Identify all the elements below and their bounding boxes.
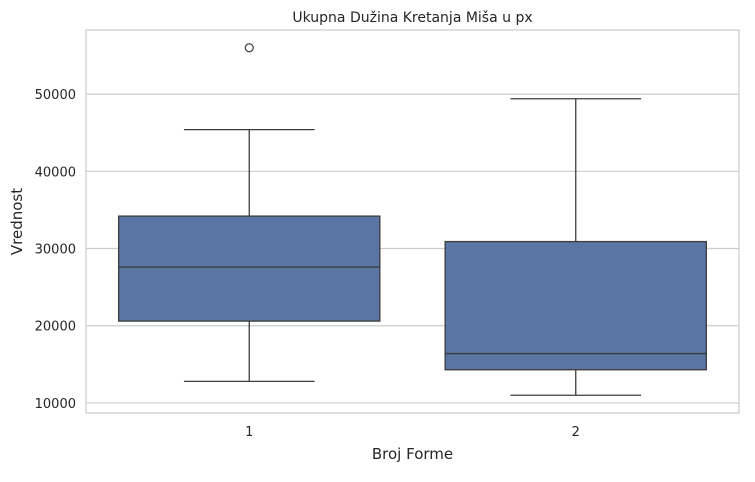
y-tick-label: 40000 (35, 165, 76, 180)
box-iqr (118, 215, 381, 322)
y-tick-label: 20000 (35, 320, 76, 335)
y-axis-label: Vrednost (8, 188, 26, 255)
box-iqr (444, 240, 708, 371)
x-tick-label: 2 (572, 425, 580, 440)
outlier-point (244, 43, 254, 53)
x-tick-label: 1 (245, 425, 253, 440)
y-tick-label: 10000 (35, 397, 76, 412)
marks-layer (118, 43, 708, 396)
y-tick-label: 50000 (35, 88, 76, 103)
x-axis-label: Broj Forme (372, 445, 453, 463)
plot-area-frame (85, 29, 740, 414)
chart-title: Ukupna Dužina Kretanja Miša u px (292, 10, 532, 26)
box-group-1 (118, 43, 381, 382)
axis-layer: 10000 20000 30000 40000 50000 1 2 (35, 88, 580, 440)
box-group-2 (444, 98, 708, 396)
y-tick-label: 30000 (35, 243, 76, 258)
